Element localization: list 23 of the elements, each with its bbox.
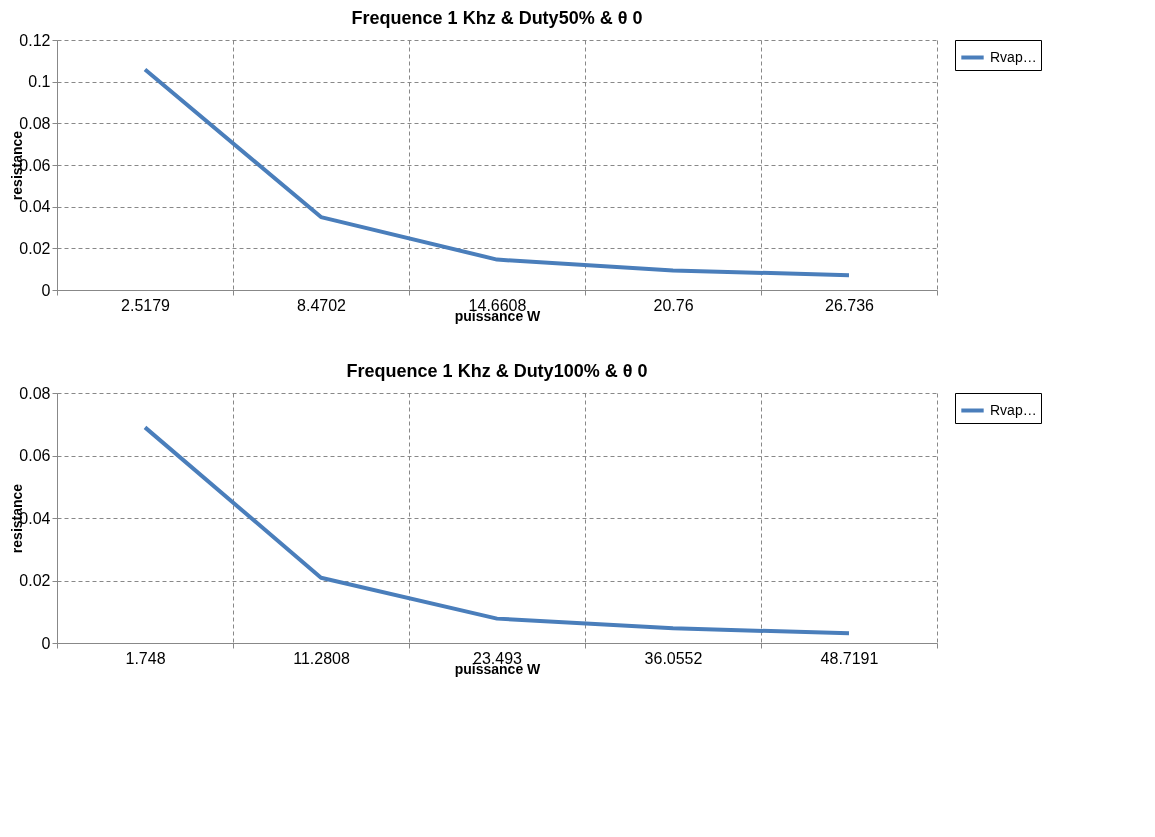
y-tick-label: 0.1 <box>28 73 51 91</box>
x-tick-label: 8.4702 <box>297 296 347 314</box>
x-tick-label: 11.2808 <box>293 649 350 667</box>
line-series <box>143 67 851 278</box>
y-tick-label: 0 <box>41 634 51 652</box>
x-tick-label: 20.76 <box>653 296 694 314</box>
x-tick-label: 2.5179 <box>121 296 171 314</box>
y-tick-label: 0.02 <box>19 572 51 589</box>
y-tick-label: 0.02 <box>19 239 51 257</box>
chart-title: Frequence 1 Khz & Duty50% & θ 0 <box>351 8 643 28</box>
y-tick-label: 0.12 <box>19 31 51 49</box>
y-tick-label: 0.06 <box>19 447 51 464</box>
x-tick-label: 1.748 <box>125 649 166 667</box>
legend-label: Rvap… <box>990 48 1037 65</box>
y-tick-label: 0 <box>41 281 51 299</box>
y-tick-label: 0.08 <box>19 114 51 132</box>
x-tick-label: 26.736 <box>825 296 875 314</box>
x-tick-label: 48.7191 <box>820 649 879 667</box>
line-series <box>143 425 851 636</box>
y-tick-label: 0.08 <box>19 384 51 402</box>
chart-title: Frequence 1 Khz & Duty100% & θ 0 <box>346 361 648 381</box>
x-tick-label: 36.0552 <box>644 649 703 667</box>
legend-label: Rvap… <box>990 401 1037 418</box>
